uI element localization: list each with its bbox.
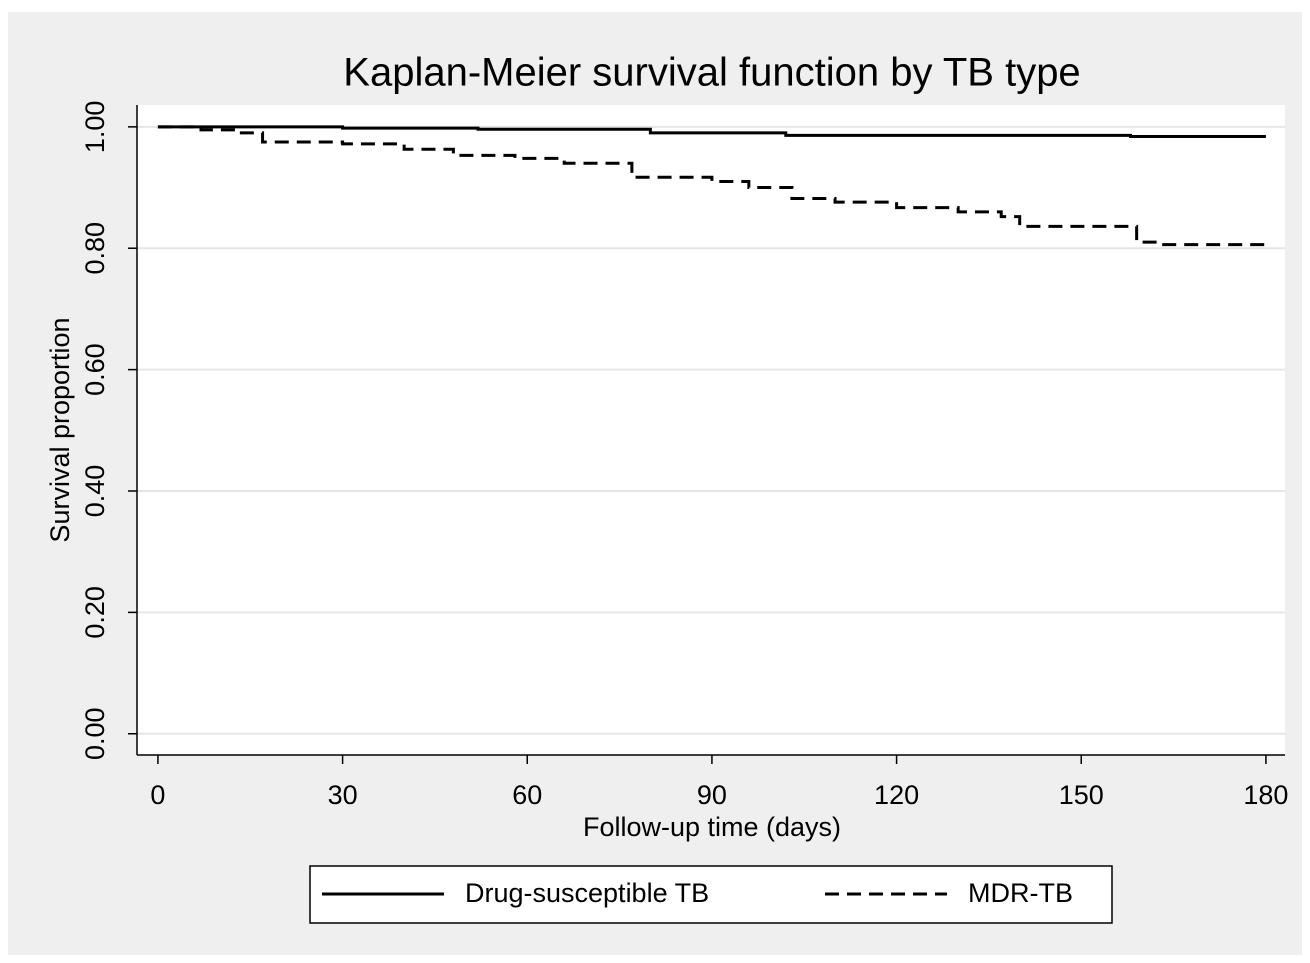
survival-curve: [157, 125, 1266, 247]
x-axis-title: Follow-up time (days): [583, 812, 841, 842]
x-tick-label: 150: [1059, 780, 1104, 810]
plot-region: [137, 105, 1285, 755]
y-tick-label: 0.80: [80, 222, 110, 275]
legend-label: Drug-susceptible TB: [465, 878, 709, 908]
y-tick-label: 0.00: [80, 707, 110, 760]
x-tick-label: 0: [150, 780, 165, 810]
x-tick-label: 120: [874, 780, 919, 810]
survival-curve: [157, 125, 1266, 139]
x-tick-label: 60: [512, 780, 542, 810]
x-tick-label: 180: [1243, 780, 1288, 810]
x-tick-label: 30: [328, 780, 358, 810]
y-tick-label: 1.00: [80, 101, 110, 154]
y-axis-title: Survival proportion: [45, 317, 75, 542]
y-tick-label: 0.40: [80, 465, 110, 518]
y-tick-label: 0.60: [80, 343, 110, 396]
y-tick-label: 0.20: [80, 586, 110, 639]
chart-title: Kaplan-Meier survival function by TB typ…: [343, 51, 1080, 95]
legend-label: MDR-TB: [968, 878, 1073, 908]
x-tick-label: 90: [697, 780, 727, 810]
